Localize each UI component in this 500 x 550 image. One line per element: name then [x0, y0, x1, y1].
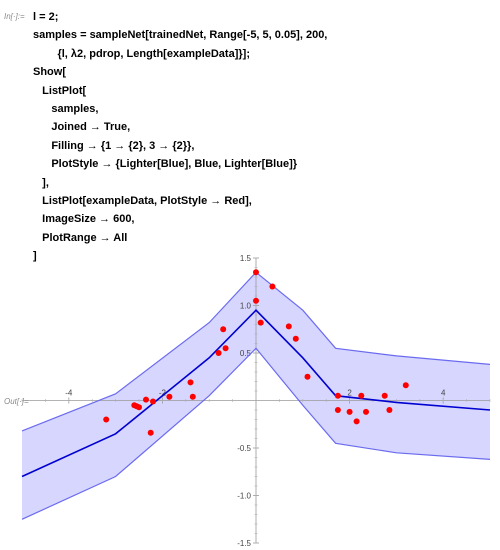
y-tick-label: 1.0 — [240, 302, 252, 311]
data-point — [346, 408, 353, 415]
data-point — [269, 283, 276, 290]
y-tick-label: -1.0 — [237, 492, 251, 501]
output-cell-label: Out[·]= — [4, 397, 29, 406]
data-point — [381, 392, 388, 399]
data-point — [358, 392, 365, 399]
data-point — [136, 404, 142, 411]
y-tick-label: 1.5 — [240, 254, 252, 263]
code-line: PlotStyle → {Lighter[Blue], Blue, Lighte… — [33, 158, 298, 171]
data-point — [166, 393, 173, 400]
data-point — [253, 269, 259, 276]
x-tick-label: -4 — [65, 389, 73, 398]
input-cell-code[interactable]: l = 2; samples = sampleNet[trainedNet, Ra… — [33, 8, 327, 265]
code-line: Show[ — [33, 66, 66, 79]
data-point — [292, 335, 299, 342]
data-point — [334, 392, 341, 399]
data-point — [103, 416, 110, 423]
data-point — [402, 382, 409, 389]
data-point — [187, 379, 194, 386]
data-point — [304, 373, 311, 380]
code-line: ListPlot[exampleData, PlotStyle → Red], — [33, 194, 252, 207]
data-point — [334, 407, 341, 413]
data-point — [150, 398, 156, 405]
upper-band-line — [21, 271, 491, 432]
lower-band-line — [21, 347, 491, 520]
list-plot: -4 -2 2 4 -1.5 -1.0 -0.5 0.5 1.0 1.5 — [21, 254, 491, 548]
data-point — [386, 407, 393, 413]
y-tick-label: 0.5 — [240, 349, 252, 358]
data-point — [143, 396, 149, 403]
data-point — [147, 429, 154, 436]
data-point — [363, 408, 369, 415]
x-tick-label: 4 — [441, 389, 446, 398]
mean-line — [21, 309, 491, 478]
data-point — [222, 345, 229, 352]
x-tick-label: -2 — [159, 389, 167, 398]
code-line: Filling → {1 → {2}, 3 → {2}}, — [33, 139, 195, 152]
data-point — [257, 319, 264, 326]
code-line: Joined → True, — [33, 121, 131, 134]
x-tick-label: 2 — [347, 389, 352, 398]
code-line: PlotRange → All — [33, 231, 128, 244]
y-tick-label: -0.5 — [237, 444, 251, 453]
code-line: samples = sampleNet[trainedNet, Range[-5… — [33, 29, 328, 42]
data-point — [220, 326, 227, 333]
y-tick-label: -1.5 — [237, 539, 251, 548]
code-line: ListPlot[ — [33, 84, 87, 97]
code-line: ], — [33, 176, 49, 189]
code-line: samples, — [33, 102, 99, 115]
data-point — [253, 297, 259, 304]
code-line: l = 2; — [33, 11, 59, 23]
data-point — [189, 393, 196, 400]
code-line: ImageSize → 600, — [33, 213, 135, 226]
data-point — [215, 350, 222, 356]
input-cell-label: In[·]:= — [4, 12, 25, 21]
data-point — [285, 323, 292, 330]
code-line: ] — [33, 250, 37, 263]
code-line: {l, λ2, pdrop, Length[exampleData]}]; — [33, 47, 250, 60]
data-point — [353, 418, 360, 425]
